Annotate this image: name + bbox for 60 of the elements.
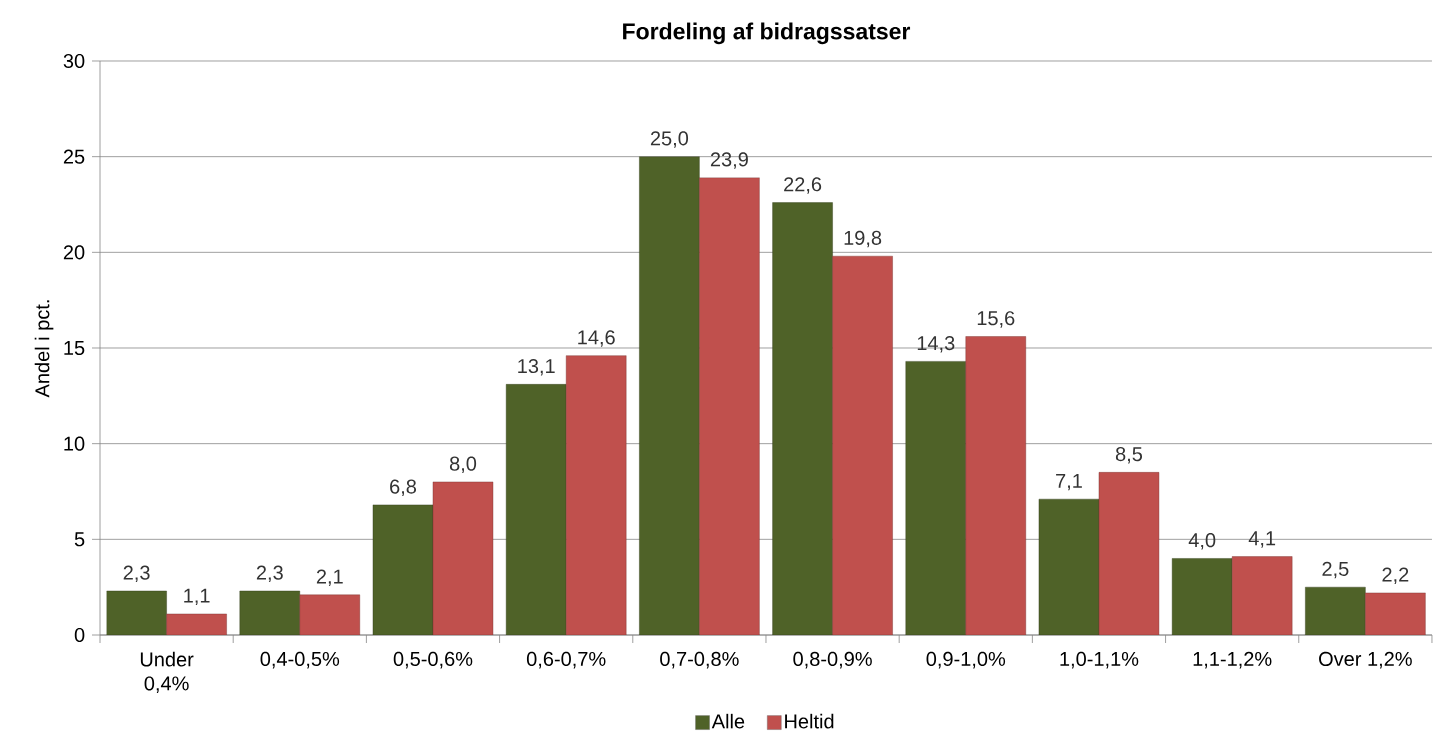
legend-label: Heltid (785, 713, 834, 729)
data-label: 4,0 (1188, 533, 1216, 550)
bar (432, 481, 494, 635)
x-tick-label: 0,8-0,9% (793, 651, 872, 669)
y-tick-label: 30 (63, 53, 85, 69)
y-tick-label: 20 (63, 245, 85, 260)
x-tick-label: Under 0,4% (140, 651, 194, 693)
data-label: 1,1 (184, 588, 210, 606)
data-label: 8,5 (1115, 446, 1143, 464)
data-label: 13,1 (518, 358, 555, 376)
y-tick-label: 0 (74, 627, 85, 643)
data-label: 15,6 (977, 311, 1015, 328)
y-axis-title: Andel i pct. (34, 300, 54, 398)
bar (832, 255, 893, 635)
x-tick-label: 0,4-0,5% (260, 651, 340, 669)
bar (1305, 586, 1366, 635)
y-tick-label: 25 (63, 149, 85, 164)
data-label: 6,8 (390, 479, 417, 497)
bar (565, 355, 627, 635)
data-label: 8,0 (449, 456, 477, 474)
bar (1098, 472, 1160, 635)
bar (1171, 558, 1233, 635)
x-tick-label: 0,7-0,8% (660, 651, 739, 669)
data-label: 25,0 (650, 131, 689, 148)
bar (1365, 592, 1426, 635)
bar (1231, 556, 1293, 635)
x-tick-label: Over 1,2% (1319, 651, 1412, 669)
bar (239, 590, 300, 635)
data-label: 2,1 (316, 569, 343, 586)
y-tick-label: 5 (74, 532, 85, 547)
bar (372, 504, 434, 635)
bar (905, 361, 966, 635)
x-tick-label: 0,9-1,0% (926, 651, 1006, 669)
bar (639, 156, 700, 635)
y-tick-label: 10 (64, 436, 85, 451)
bar (299, 594, 360, 635)
y-tick-label: 15 (64, 341, 85, 355)
data-label: 23,9 (710, 152, 748, 169)
data-label: 2,3 (123, 565, 150, 583)
chart-title: Fordeling af bidragssatser (623, 22, 911, 45)
data-label: 14,3 (917, 336, 955, 353)
bar (1038, 498, 1100, 635)
x-tick-label: 0,6-0,7% (526, 651, 606, 669)
x-tick-label: 1,1-1,2% (1193, 651, 1272, 669)
bar (772, 202, 833, 635)
data-label: 14,6 (578, 330, 615, 347)
bar (965, 336, 1026, 635)
bar (106, 590, 167, 635)
data-label: 2,5 (1322, 561, 1349, 579)
data-label: 7,1 (1056, 473, 1082, 491)
data-label: 19,8 (844, 230, 882, 248)
data-label: 2,2 (1382, 567, 1409, 585)
x-tick-label: 0,5-0,6% (393, 651, 473, 669)
x-tick-label: 1,0-1,1% (1060, 651, 1139, 669)
bar (505, 384, 567, 635)
legend-label: Alle (711, 713, 745, 729)
data-label: 22,6 (784, 177, 822, 194)
data-label: 2,3 (256, 565, 283, 583)
bar (699, 177, 760, 635)
data-label: 4,1 (1248, 531, 1276, 548)
